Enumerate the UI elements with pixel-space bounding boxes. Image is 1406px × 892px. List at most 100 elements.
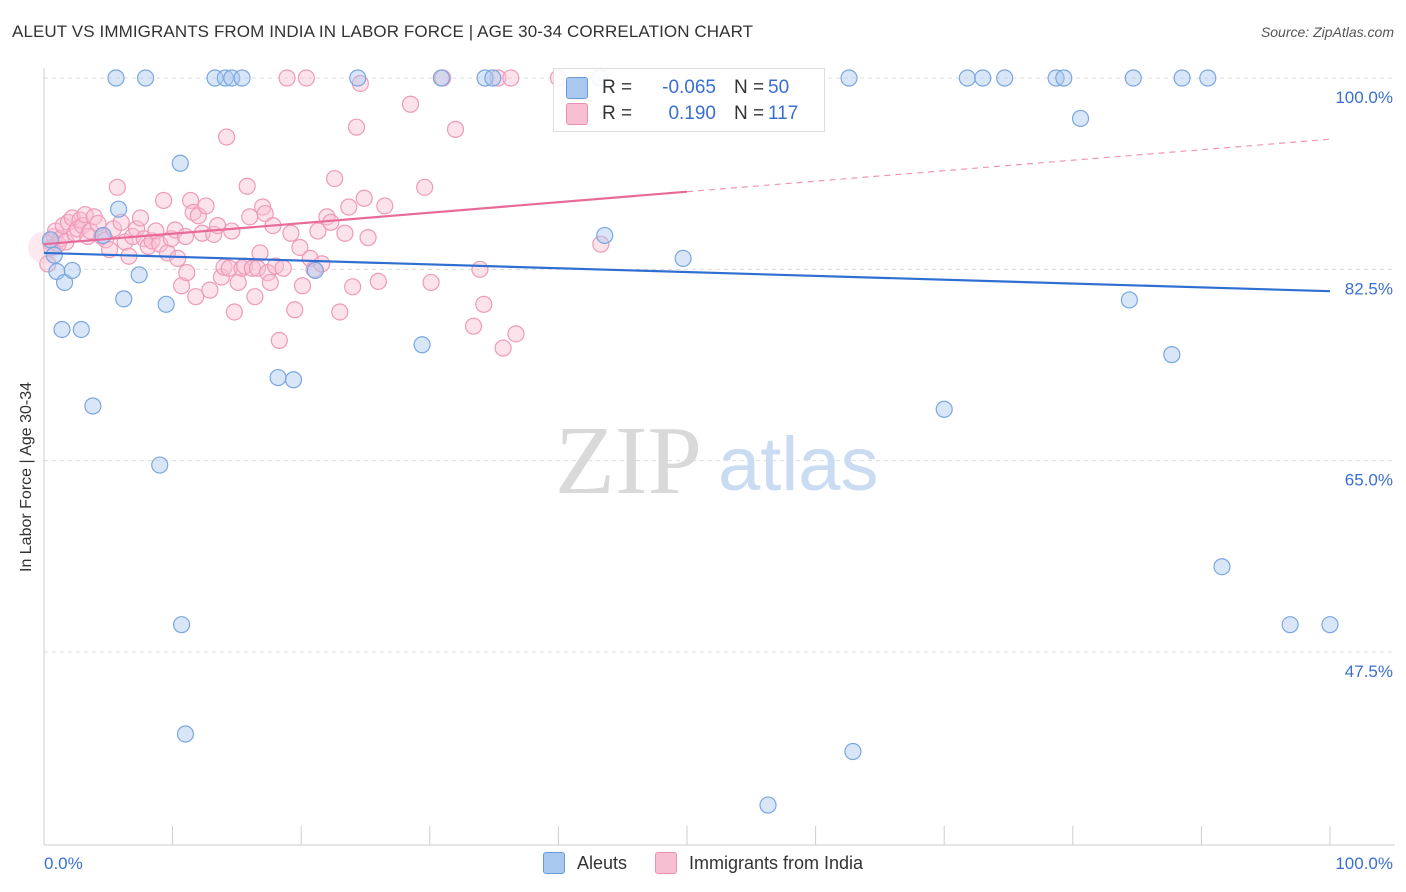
r-label: R = [602,103,633,124]
point-india [246,288,264,306]
point-india [282,224,300,242]
point-aleuts [130,266,148,284]
point-india [347,118,366,136]
point-aleuts [41,231,60,249]
point-aleuts [171,154,189,172]
point-india [100,241,119,259]
point-india [218,128,236,146]
y-tick-label: 47.5% [1345,662,1393,681]
legend-swatch-aleuts [566,77,588,99]
point-aleuts [55,273,74,292]
point-aleuts [107,69,125,87]
n-label: N = [734,103,765,124]
point-india [502,69,520,87]
point-india [401,95,420,113]
legend-item-india[interactable]: Immigrants from India [654,852,863,874]
point-india [131,209,150,227]
point-india [331,303,349,321]
point-aleuts [1163,346,1181,364]
source-label: Source: ZipAtlas.com [1260,24,1394,40]
point-india [201,281,219,299]
watermark: ZIP atlas [555,407,879,515]
point-india [309,222,327,240]
point-india [243,259,261,277]
point-india [340,198,358,216]
point-india [178,264,196,282]
point-india [293,277,312,295]
point-aleuts [958,69,976,87]
point-aleuts [157,295,175,313]
trend-line-india-extrapolated [686,138,1331,193]
point-aleuts [233,69,251,87]
legend-swatch-india [654,852,677,874]
point-india [256,204,274,223]
point-india [507,325,525,343]
point-aleuts [759,796,777,814]
n-value-india: 117 [768,103,799,124]
trend-line-aleuts [43,251,1331,293]
point-aleuts [349,69,367,87]
point-india [422,273,440,292]
point-india [278,69,296,87]
point-aleuts [269,368,287,387]
point-india-cluster [28,231,60,264]
legend-item-aleuts[interactable]: Aleuts [542,852,627,874]
y-axis-label: In Labor Force | Age 30-34 [18,381,35,572]
correlation-legend: R = -0.065 N = 50 R = 0.190 N = 117 [553,68,825,132]
point-aleuts [840,69,858,87]
point-aleuts [72,320,90,339]
point-aleuts [306,261,324,280]
point-india [223,222,241,240]
point-india [344,278,362,296]
point-aleuts [1071,109,1090,128]
point-india [154,191,173,210]
point-india [197,197,215,215]
point-aleuts [596,226,614,245]
point-india [251,244,269,262]
point-india [176,227,195,246]
point-india [359,229,377,247]
point-aleuts [974,69,992,87]
point-india [270,331,288,349]
point-aleuts [284,371,303,389]
point-india [446,120,465,138]
point-india [229,273,247,292]
watermark-zip: ZIP [555,407,702,515]
point-aleuts [109,200,128,218]
point-aleuts [413,336,431,354]
legend-row-india: R = 0.190 N = 117 [566,102,798,126]
point-aleuts [176,725,195,743]
point-india [489,69,507,87]
point-india [355,189,373,207]
point-india [291,238,309,257]
point-aleuts [996,69,1014,87]
point-india [376,197,394,215]
point-aleuts [1055,69,1073,87]
point-india [416,178,434,196]
point-india [169,249,187,267]
point-india [471,260,489,278]
point-aleuts [151,456,169,474]
point-india [369,272,387,290]
series-legend: Aleuts Immigrants from India [0,852,1406,874]
point-india [108,178,126,196]
series-immigrants-from-india [28,69,610,357]
r-label: R = [602,77,633,98]
r-value-india: 0.190 [668,103,716,124]
point-aleuts [94,226,112,245]
point-india [286,301,304,319]
y-tick-label: 100.0% [1335,88,1393,107]
point-aleuts [844,742,862,761]
x-tick-label: 100.0% [1335,854,1393,873]
point-india [112,213,130,231]
point-aleuts [674,249,692,267]
point-aleuts [216,69,234,87]
point-aleuts [1120,291,1138,309]
n-label: N = [734,77,765,98]
point-india [592,235,610,253]
point-aleuts [432,69,450,87]
point-india [494,339,512,357]
point-aleuts [1321,616,1339,634]
axes [43,68,1395,846]
